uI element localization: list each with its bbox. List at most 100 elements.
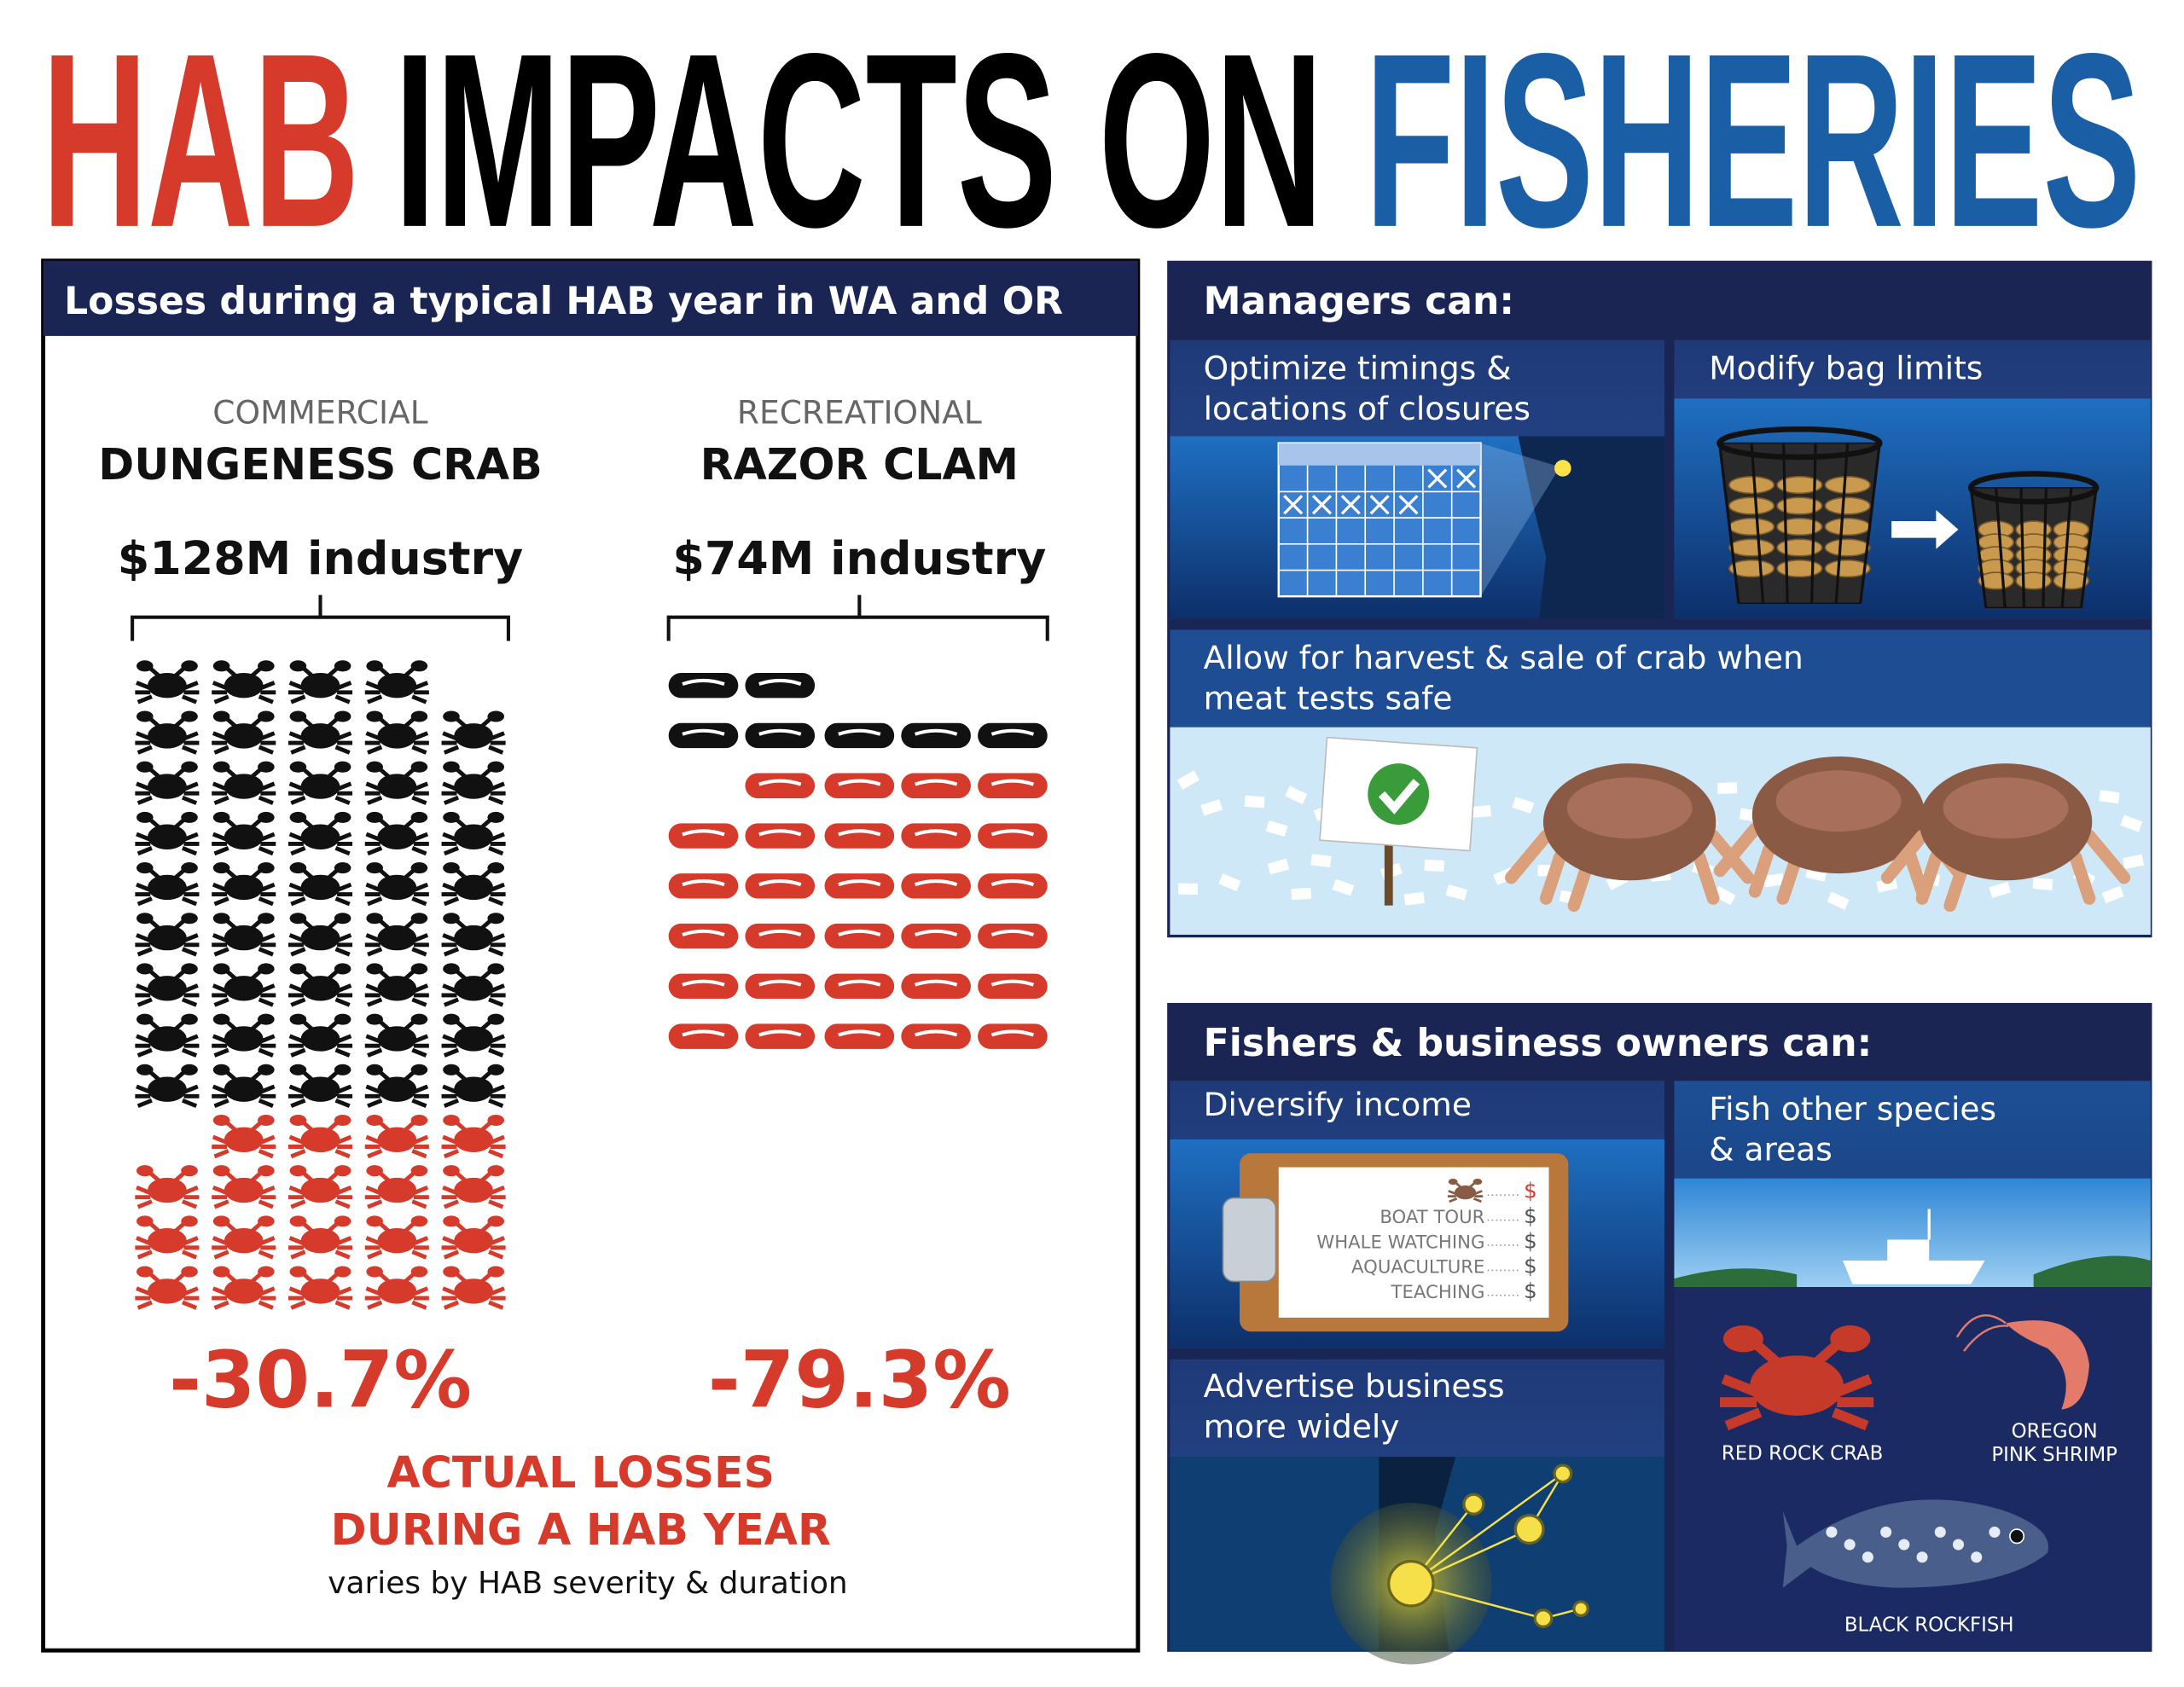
clam-shell	[824, 973, 895, 1000]
crab-icon	[441, 862, 506, 907]
crab-icon	[288, 1165, 353, 1209]
clam-line	[990, 879, 1035, 887]
species-label: OREGON	[2012, 1420, 2098, 1442]
clam-shell	[978, 1023, 1048, 1049]
clam-shell	[978, 973, 1048, 1000]
category-label: COMMERCIAL	[212, 394, 427, 432]
losses-panel	[41, 258, 1141, 1653]
crab-claw	[487, 913, 505, 925]
crab-body	[377, 925, 417, 951]
ice	[2099, 790, 2120, 804]
crab-claw	[212, 660, 230, 672]
crab-legs	[441, 866, 506, 907]
footer-line: ACTUAL LOSSES	[387, 1447, 775, 1498]
crab-legs	[288, 1017, 353, 1058]
crab-body	[148, 925, 187, 951]
crab-body	[224, 1228, 264, 1254]
crab-legs	[364, 1220, 429, 1260]
clam-shell	[668, 722, 739, 749]
ice	[1310, 854, 1332, 867]
ice	[1713, 885, 1736, 906]
crab-claw	[487, 811, 505, 823]
crab-legs	[135, 715, 200, 755]
crab-body	[148, 1076, 187, 1102]
clam-line	[915, 779, 958, 786]
clam-icon	[668, 673, 739, 699]
crab-claw	[487, 1215, 505, 1227]
crab-legs	[135, 1168, 200, 1209]
crab-icon	[441, 963, 506, 1007]
crab-legs	[364, 1068, 429, 1109]
basket-clam	[1728, 517, 1775, 536]
clam-shell	[745, 823, 816, 849]
rockfish-spot	[1862, 1551, 1873, 1563]
basket-clam	[1728, 559, 1775, 578]
menu-item: WHALE WATCHING	[1316, 1232, 1484, 1253]
coast	[1518, 436, 1665, 619]
crab-claw	[410, 1114, 428, 1127]
crab-legs	[135, 1270, 200, 1310]
closure-x	[1456, 468, 1477, 489]
boat-cabin	[1887, 1239, 1930, 1261]
crab-body	[300, 1076, 340, 1102]
crab-claw	[212, 1114, 230, 1127]
crab-claw	[334, 811, 351, 823]
clam-line	[915, 728, 958, 736]
crab-body	[377, 1228, 417, 1254]
clam-shell	[745, 673, 816, 699]
clam-icon	[745, 773, 816, 798]
crab-claw	[410, 862, 428, 874]
clam-line	[838, 728, 881, 736]
crab-icon	[135, 710, 200, 755]
clam-shell	[901, 923, 971, 949]
crab-body	[300, 1026, 340, 1052]
hills	[1674, 1255, 2151, 1287]
crab-claw	[212, 761, 230, 773]
clam-icon	[745, 1023, 816, 1049]
clam-icon	[668, 873, 739, 899]
net-line	[1410, 1472, 1564, 1585]
crab-legs	[364, 866, 429, 907]
ice	[1291, 887, 1311, 901]
crab-icon	[364, 1165, 429, 1209]
crab-claw	[366, 1165, 383, 1177]
title-impacts: IMPACTS ON	[394, 2, 1323, 279]
crab-icon	[135, 1215, 200, 1260]
crab-icon	[212, 913, 276, 957]
crab-icon	[135, 1165, 200, 1209]
clam-shell	[901, 1023, 971, 1049]
crab-icon	[135, 913, 200, 957]
crab-body	[454, 1278, 493, 1304]
crab-icon	[135, 660, 200, 704]
clam-shell	[901, 823, 971, 849]
crab-legs	[1880, 829, 2131, 912]
crab-icon	[364, 963, 429, 1007]
clam-line	[682, 728, 725, 736]
crab-body	[454, 925, 493, 951]
crab-body	[454, 1076, 493, 1102]
crab-body	[148, 874, 187, 901]
crab-claw	[334, 1013, 351, 1025]
action-text: Modify bag limits	[1709, 350, 1983, 387]
losses-header	[43, 260, 1138, 336]
clam-line	[990, 829, 1035, 837]
crab-icon	[135, 761, 200, 805]
harvest-card	[1170, 629, 2151, 935]
basket-bar	[1969, 487, 1988, 608]
crab-legs	[364, 815, 429, 856]
clam-shell	[901, 773, 971, 798]
crab-claw	[258, 660, 275, 672]
clam-icon	[901, 923, 971, 949]
clam-shell	[824, 823, 895, 849]
crab-legs	[441, 715, 506, 755]
crab-claw	[181, 913, 198, 925]
crab-icon	[212, 660, 276, 704]
crab-claw	[1722, 1325, 1763, 1353]
action-text: more widely	[1204, 1407, 1400, 1445]
clam-shell	[824, 773, 895, 798]
crab-icon	[212, 1064, 276, 1109]
crab-legs	[288, 916, 353, 957]
crab-claw	[289, 1215, 307, 1227]
clam-line	[990, 728, 1035, 736]
ice	[1827, 891, 1850, 910]
